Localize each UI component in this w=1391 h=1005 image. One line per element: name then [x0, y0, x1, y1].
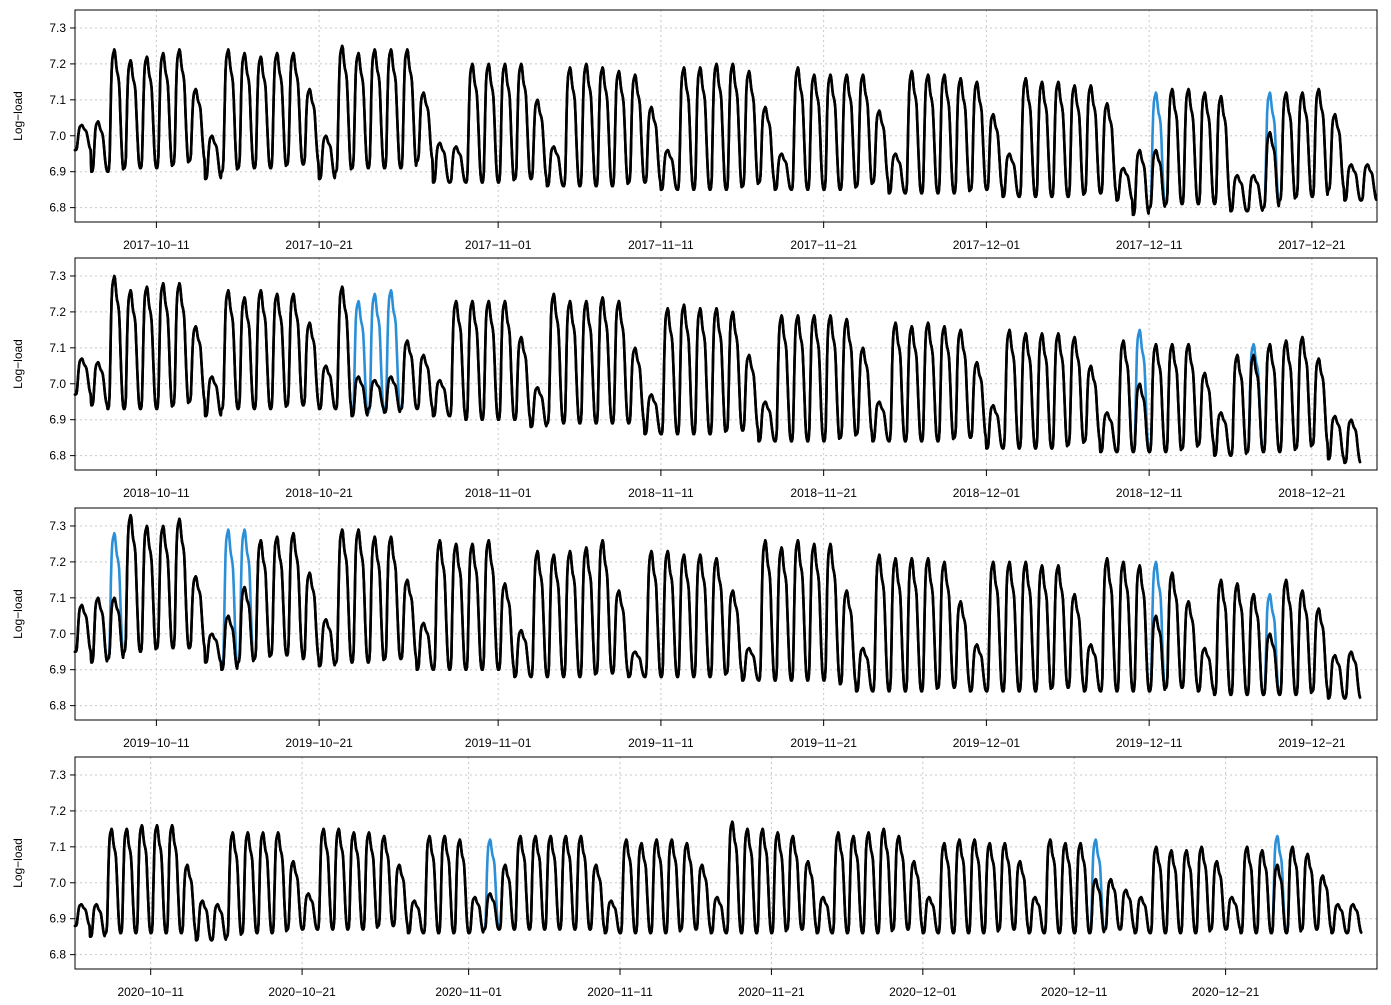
plot-frame [74, 507, 1378, 721]
highlighted-load-line [350, 289, 1264, 454]
y-axis-title: Log−load [11, 339, 25, 389]
x-tick-label: 2020−12−11 [1041, 985, 1108, 999]
y-tick-label: 7.2 [49, 555, 66, 569]
x-tick-label: 2020−10−11 [117, 985, 184, 999]
x-tick-label: 2018−10−11 [123, 486, 190, 500]
x-tick-label: 2020−10−21 [268, 985, 336, 999]
y-tick-label: 7.1 [49, 341, 66, 355]
x-tick-label: 2020−11−21 [738, 985, 805, 999]
y-tick-label: 6.9 [49, 413, 66, 427]
y-tick-label: 6.8 [49, 948, 66, 962]
x-tick-label: 2017−11−21 [790, 238, 857, 252]
observed-load-line-overlay [73, 274, 1362, 465]
plot-frame [74, 9, 1378, 223]
x-tick-label: 2018−11−11 [628, 486, 694, 500]
x-tick-label: 2020−12−01 [889, 985, 957, 999]
y-tick-label: 7.1 [49, 840, 66, 854]
y-tick-label: 6.8 [49, 201, 66, 215]
y-tick-label: 7.2 [49, 57, 66, 71]
plot-frame [74, 756, 1378, 970]
x-tick-label: 2018−12−11 [1116, 486, 1183, 500]
y-tick-label: 7.2 [49, 804, 66, 818]
x-tick-label: 2017−12−01 [953, 238, 1021, 252]
x-tick-label: 2017−11−01 [465, 238, 532, 252]
observed-load-line-overlay [73, 513, 1362, 700]
x-tick-label: 2019−11−21 [790, 736, 857, 750]
y-tick-label: 7.2 [49, 305, 66, 319]
y-tick-label: 6.9 [49, 663, 66, 677]
x-tick-label: 2020−11−01 [435, 985, 502, 999]
x-tick-label: 2017−12−11 [1116, 238, 1183, 252]
x-tick-label: 2017−10−11 [123, 238, 190, 252]
y-tick-label: 7.3 [49, 768, 66, 782]
y-tick-label: 7.1 [49, 93, 66, 107]
y-tick-label: 6.8 [49, 449, 66, 463]
panel-3: 6.8 6.9 7.0 7.1 7.2 7.3 2019−10−11 2019−10−21 20… [11, 507, 1378, 750]
x-tick-label: 2019−11−01 [465, 736, 532, 750]
x-tick-label: 2019−10−11 [123, 736, 190, 750]
observed-load-line-overlay [73, 44, 1378, 217]
x-tick-label: 2019−12−01 [953, 736, 1021, 750]
y-tick-label: 7.0 [49, 377, 66, 391]
x-tick-label: 2018−12−01 [953, 486, 1021, 500]
panel-4: 6.8 6.9 7.0 7.1 7.2 7.3 2020−10−11 2020−10−21 20… [11, 756, 1378, 999]
y-tick-label: 6.9 [49, 165, 66, 179]
panel-1: 6.8 6.9 7.0 7.1 7.2 7.3 2017−10−11 2017−10−21 20… [11, 9, 1378, 252]
x-tick-label: 2020−11−11 [587, 985, 653, 999]
x-tick-label: 2018−11−21 [790, 486, 857, 500]
y-tick-label: 7.0 [49, 129, 66, 143]
y-tick-label: 7.1 [49, 591, 66, 605]
x-tick-label: 2019−10−21 [285, 736, 353, 750]
observed-load-line-overlay [73, 820, 1363, 942]
y-tick-label: 7.3 [49, 21, 66, 35]
x-tick-label: 2019−12−21 [1278, 736, 1346, 750]
x-tick-label: 2017−12−21 [1278, 238, 1346, 252]
y-axis-title: Log−load [11, 838, 25, 888]
x-tick-label: 2018−10−21 [285, 486, 353, 500]
x-tick-label: 2018−11−01 [465, 486, 532, 500]
y-tick-label: 6.8 [49, 699, 66, 713]
y-tick-label: 7.3 [49, 519, 66, 533]
x-tick-label: 2017−11−11 [628, 238, 694, 252]
x-tick-label: 2018−12−21 [1278, 486, 1346, 500]
plot-frame [74, 257, 1378, 471]
y-axis-title: Log−load [11, 589, 25, 639]
y-tick-label: 7.0 [49, 627, 66, 641]
x-tick-label: 2017−10−21 [285, 238, 353, 252]
x-tick-label: 2020−12−21 [1192, 985, 1260, 999]
x-tick-label: 2019−11−11 [628, 736, 694, 750]
y-tick-label: 7.3 [49, 269, 66, 283]
x-tick-label: 2019−12−11 [1116, 736, 1183, 750]
panel-2: 6.8 6.9 7.0 7.1 7.2 7.3 2018−10−11 2018−10−21 20… [11, 257, 1378, 500]
y-axis-title: Log−load [11, 91, 25, 141]
y-tick-label: 6.9 [49, 912, 66, 926]
y-tick-label: 7.0 [49, 876, 66, 890]
